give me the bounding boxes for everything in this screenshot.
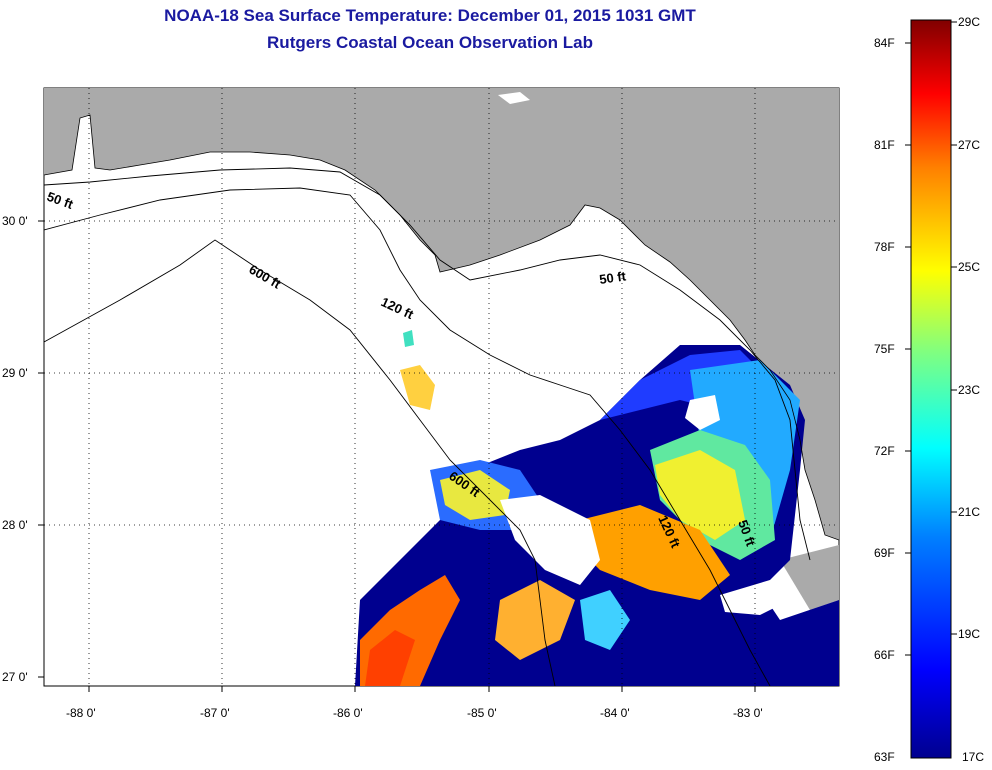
contour-50ft-west	[44, 167, 811, 561]
colorbar-f-label: 78F	[874, 240, 895, 254]
land-patch	[780, 545, 839, 610]
sst-data-layer	[355, 330, 839, 686]
temperature-colorbar	[910, 19, 952, 759]
latitude-label: 28 0'	[2, 518, 28, 532]
colorbar-c-label: 19C	[958, 627, 981, 641]
colorbar-c-label: 17C	[962, 750, 985, 764]
colorbar-c-label: 23C	[958, 383, 981, 397]
longitude-label: -84 0'	[600, 706, 630, 720]
contour-label: 50 ft	[598, 268, 627, 287]
longitude-label: -86 0'	[333, 706, 363, 720]
colorbar-f-label: 66F	[874, 648, 895, 662]
map-subtitle: Rutgers Coastal Ocean Observation Lab	[267, 33, 593, 52]
colorbar-f-label: 81F	[874, 138, 895, 152]
longitude-label: -85 0'	[467, 706, 497, 720]
axis-ticks	[38, 220, 756, 692]
longitude-label: -83 0'	[733, 706, 763, 720]
colorbar-c-label: 25C	[958, 260, 981, 274]
map-title: NOAA-18 Sea Surface Temperature: Decembe…	[164, 6, 696, 25]
colorbar-f-label: 75F	[874, 342, 895, 356]
colorbar-f-label: 72F	[874, 444, 895, 458]
colorbar-c-label: 29C	[958, 15, 981, 29]
colorbar-f-label: 63F	[874, 750, 895, 764]
colorbar-f-label: 84F	[874, 36, 895, 50]
colorbar-c-label: 21C	[958, 505, 981, 519]
coastline	[44, 114, 839, 541]
longitude-label: -87 0'	[200, 706, 230, 720]
contour-600ft	[44, 239, 556, 686]
colorbar-c-label: 27C	[958, 138, 981, 152]
lake-patch	[498, 92, 530, 104]
latitude-label: 27 0'	[2, 670, 28, 684]
longitude-label: -88 0'	[66, 706, 96, 720]
land-mass	[44, 88, 839, 540]
latitude-label: 29 0'	[2, 366, 28, 380]
colorbar-f-label: 69F	[874, 546, 895, 560]
colorbar-ticks	[905, 21, 957, 656]
contour-120ft	[44, 187, 771, 686]
latitude-label: 30 0'	[2, 214, 28, 228]
